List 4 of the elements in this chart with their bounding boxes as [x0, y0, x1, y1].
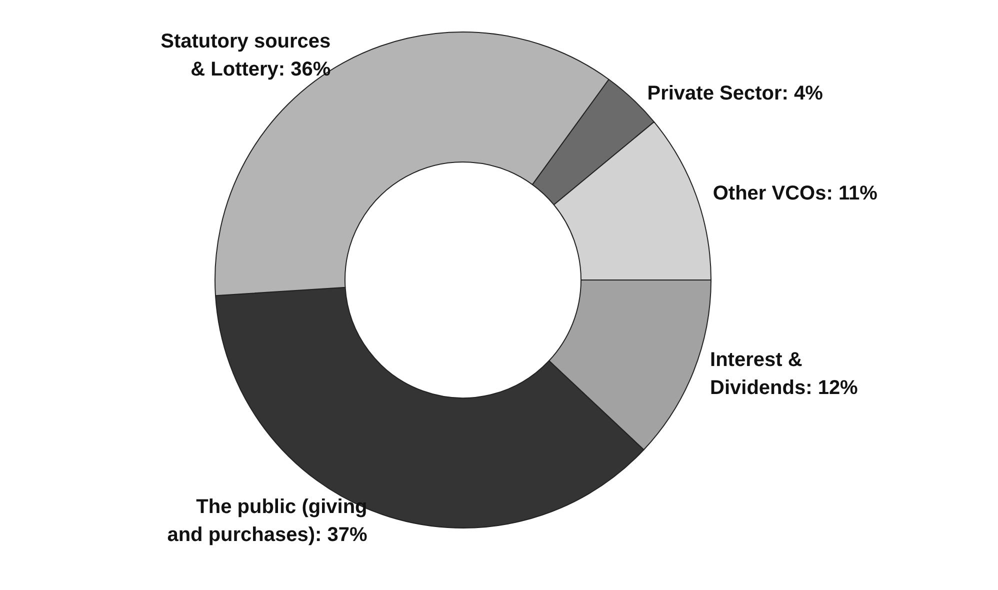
slice-label: Private Sector: 4% [647, 82, 824, 104]
slice-label: Interest & Dividends: 12% [710, 349, 858, 400]
slice-label: Other VCOs: 11% [712, 182, 878, 204]
slice-label: Statutory sources & Lottery: 36% [160, 30, 331, 81]
